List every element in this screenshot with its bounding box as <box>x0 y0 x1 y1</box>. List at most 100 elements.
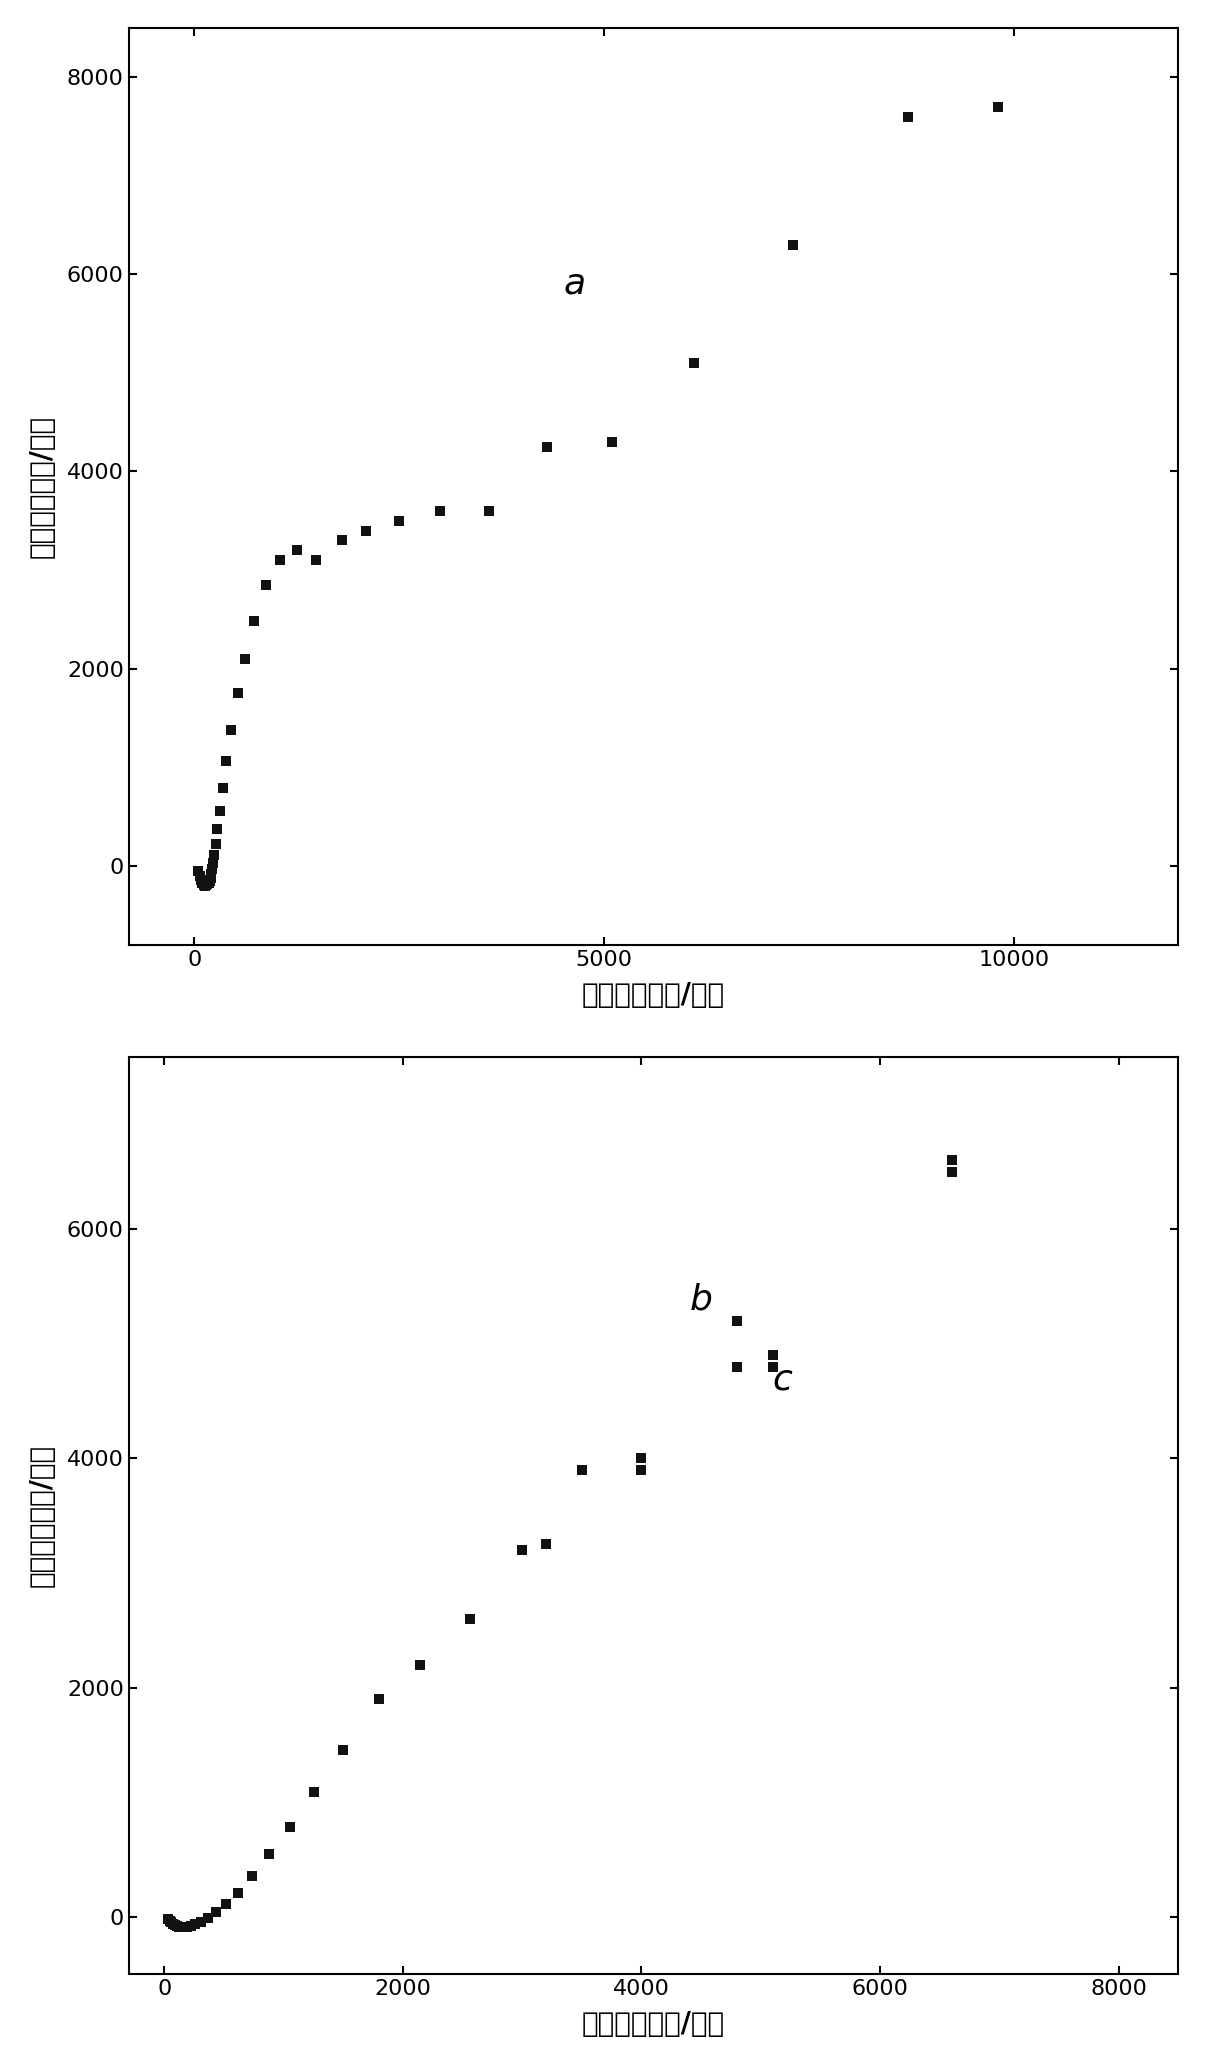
Point <box>461 1603 480 1636</box>
Point <box>216 1888 235 1921</box>
Point <box>280 1810 299 1843</box>
Point <box>410 1649 429 1682</box>
Point <box>193 866 212 899</box>
Point <box>572 1452 591 1485</box>
Point <box>256 568 275 601</box>
Point <box>245 605 264 638</box>
Point <box>222 713 241 746</box>
Point <box>783 227 802 260</box>
Point <box>480 494 499 527</box>
Point <box>169 1911 188 1944</box>
Point <box>334 1733 353 1766</box>
Point <box>205 839 224 872</box>
Point <box>942 1155 961 1188</box>
Point <box>513 1533 532 1566</box>
Point <box>410 1649 429 1682</box>
Point <box>369 1682 388 1715</box>
Point <box>197 868 216 901</box>
Point <box>169 1911 188 1944</box>
Point <box>191 1905 210 1938</box>
Point <box>163 1907 182 1940</box>
Point <box>177 1911 197 1944</box>
Point <box>206 828 226 862</box>
Point <box>189 859 209 893</box>
Point <box>763 1351 783 1384</box>
Point <box>162 1907 181 1940</box>
Point <box>632 1442 651 1475</box>
Point <box>537 1529 556 1562</box>
Point <box>259 1839 279 1872</box>
Point <box>186 1907 205 1940</box>
Point <box>217 746 236 779</box>
Point <box>332 525 351 558</box>
Point <box>174 1911 193 1944</box>
Point <box>242 1859 262 1892</box>
Point <box>201 857 221 890</box>
Point <box>171 1911 191 1944</box>
Point <box>461 1603 480 1636</box>
Point <box>188 853 207 886</box>
Point <box>287 533 306 566</box>
Point <box>160 1905 180 1938</box>
Text: c: c <box>773 1364 792 1397</box>
Point <box>228 678 247 711</box>
Point <box>270 543 289 576</box>
Point <box>727 1304 747 1337</box>
Point <box>763 1339 783 1372</box>
Point <box>206 1897 226 1930</box>
Point <box>199 866 218 899</box>
Point <box>158 1903 177 1936</box>
Y-axis label: 电阻（虚部）/欧姆: 电阻（虚部）/欧姆 <box>28 415 55 558</box>
Point <box>177 1911 197 1944</box>
Point <box>191 1905 210 1938</box>
Point <box>203 853 222 886</box>
Point <box>168 1909 187 1942</box>
Point <box>191 864 210 897</box>
X-axis label: 电阻（实部）/欧姆: 电阻（实部）/欧姆 <box>581 981 725 1008</box>
Point <box>174 1911 193 1944</box>
Point <box>357 514 376 547</box>
Point <box>572 1452 591 1485</box>
Point <box>513 1533 532 1566</box>
Point <box>988 91 1007 124</box>
Point <box>685 347 704 380</box>
Point <box>171 1911 191 1944</box>
Point <box>201 862 221 895</box>
Point <box>186 1907 205 1940</box>
X-axis label: 电阻（实部）/欧姆: 电阻（实部）/欧姆 <box>581 2010 725 2039</box>
Point <box>537 430 556 463</box>
Point <box>204 847 223 880</box>
Point <box>304 1775 323 1808</box>
Point <box>369 1682 388 1715</box>
Point <box>235 643 254 676</box>
Text: b: b <box>689 1283 712 1316</box>
Point <box>168 1909 187 1942</box>
Point <box>280 1810 299 1843</box>
Point <box>306 543 326 576</box>
Point <box>198 1901 217 1934</box>
Point <box>390 504 409 537</box>
Point <box>200 864 219 897</box>
Point <box>242 1859 262 1892</box>
Point <box>181 1909 200 1942</box>
Point <box>304 1775 323 1808</box>
Point <box>210 793 229 826</box>
Text: a: a <box>563 267 585 302</box>
Point <box>228 1876 247 1909</box>
Point <box>334 1733 353 1766</box>
Point <box>165 1909 185 1942</box>
Point <box>228 1876 247 1909</box>
Point <box>198 1901 217 1934</box>
Point <box>431 494 450 527</box>
Point <box>898 99 918 132</box>
Y-axis label: 电阻（虚部）/欧姆: 电阻（虚部）/欧姆 <box>28 1444 55 1587</box>
Point <box>632 1452 651 1485</box>
Point <box>537 1529 556 1562</box>
Point <box>194 868 213 901</box>
Point <box>160 1905 180 1938</box>
Point <box>942 1145 961 1178</box>
Point <box>259 1839 279 1872</box>
Point <box>207 812 227 845</box>
Point <box>181 1909 200 1942</box>
Point <box>163 1907 182 1940</box>
